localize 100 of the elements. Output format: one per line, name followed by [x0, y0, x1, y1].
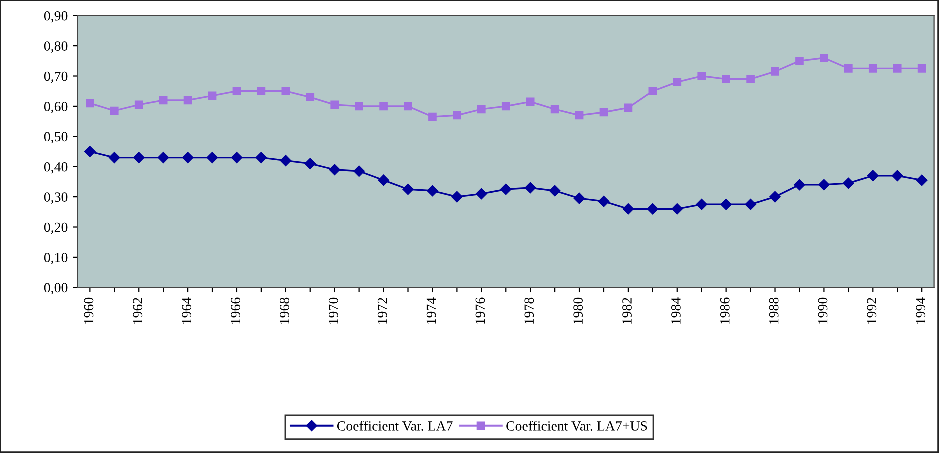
point [722, 75, 730, 84]
point [282, 87, 290, 96]
point [647, 204, 659, 215]
point [770, 191, 781, 203]
point [843, 178, 854, 190]
x-tick-label: 1988 [769, 298, 779, 324]
x-tick-label: 1960 [84, 298, 94, 324]
point [648, 87, 658, 96]
point [158, 152, 170, 164]
point [526, 98, 535, 106]
point [330, 100, 340, 110]
point [84, 146, 96, 158]
point [868, 64, 878, 73]
x-tick-label: 1964 [182, 298, 192, 324]
y-tick-label: 0,20 [44, 222, 68, 234]
point [208, 92, 217, 100]
point [257, 87, 266, 96]
point [796, 56, 804, 66]
point [575, 111, 584, 120]
x-tick-label: 1974 [426, 298, 436, 324]
point [306, 93, 315, 102]
point [109, 152, 120, 164]
x-tick-label: 1986 [720, 298, 730, 324]
x-tick-label: 1980 [574, 298, 583, 324]
point [206, 152, 218, 164]
point [745, 199, 756, 210]
point [916, 174, 928, 186]
x-tick-label: 1984 [672, 298, 681, 324]
point [477, 105, 486, 114]
point [378, 174, 390, 186]
point [549, 185, 561, 197]
point [820, 54, 828, 62]
y-tick-label: 0,80 [44, 42, 68, 54]
x-tick-label: 1966 [231, 298, 240, 324]
point [159, 96, 168, 105]
point [280, 155, 292, 166]
x-tick-label: 1972 [378, 298, 388, 324]
y-tick-label: 0,40 [44, 162, 68, 174]
x-tick-label: 1990 [818, 298, 828, 324]
x-tick-label: 1976 [476, 298, 486, 324]
point [598, 196, 610, 208]
y-tick-label: 0,00 [44, 283, 68, 295]
y-tick-label: 0,30 [44, 192, 68, 204]
point [893, 64, 902, 73]
x-tick-label: 1994 [916, 298, 926, 324]
point [404, 102, 412, 111]
point [673, 78, 682, 86]
point [918, 64, 926, 73]
x-tick-label: 1978 [524, 298, 534, 324]
point [452, 191, 463, 203]
point [746, 75, 755, 84]
point [698, 72, 706, 80]
point [256, 152, 268, 164]
point [380, 102, 388, 111]
point [134, 152, 145, 164]
point [355, 102, 364, 111]
point [600, 108, 608, 117]
point [232, 87, 242, 96]
point [134, 100, 144, 110]
y-tick-label: 0,90 [44, 11, 68, 23]
legend-label: Coefficient Var. LA7+US [506, 420, 648, 431]
point [818, 179, 830, 191]
legend-label: Coefficient Var. LA7 [337, 420, 453, 431]
x-tick-label: 1982 [622, 298, 632, 324]
point [500, 184, 512, 196]
point [110, 106, 119, 116]
point [427, 185, 438, 197]
point [428, 112, 437, 122]
y-tick-label: 0,60 [44, 102, 68, 114]
point [476, 188, 488, 200]
point [771, 68, 780, 76]
point [402, 184, 414, 196]
x-tick-label: 1962 [133, 298, 143, 324]
point [304, 158, 316, 170]
point [624, 104, 633, 112]
y-tick-label: 0,50 [44, 132, 68, 144]
x-tick-label: 1992 [867, 298, 877, 324]
x-tick-label: 1968 [280, 298, 290, 324]
point [550, 105, 560, 114]
x-tick-label: 1970 [328, 298, 338, 324]
point [354, 166, 365, 177]
point [231, 152, 243, 164]
point [794, 179, 806, 191]
point [184, 96, 192, 105]
y-tick-label: 0,70 [44, 72, 68, 84]
point [453, 111, 462, 120]
point [844, 64, 853, 73]
point [892, 170, 904, 182]
point [502, 102, 510, 111]
point [86, 99, 94, 108]
point [868, 170, 879, 182]
point [672, 204, 683, 215]
point [696, 199, 708, 210]
point [720, 199, 732, 210]
point [622, 204, 634, 215]
point [182, 152, 194, 164]
point [574, 192, 586, 204]
point [524, 182, 536, 194]
point [329, 164, 340, 176]
y-tick-label: 0,10 [44, 253, 68, 264]
